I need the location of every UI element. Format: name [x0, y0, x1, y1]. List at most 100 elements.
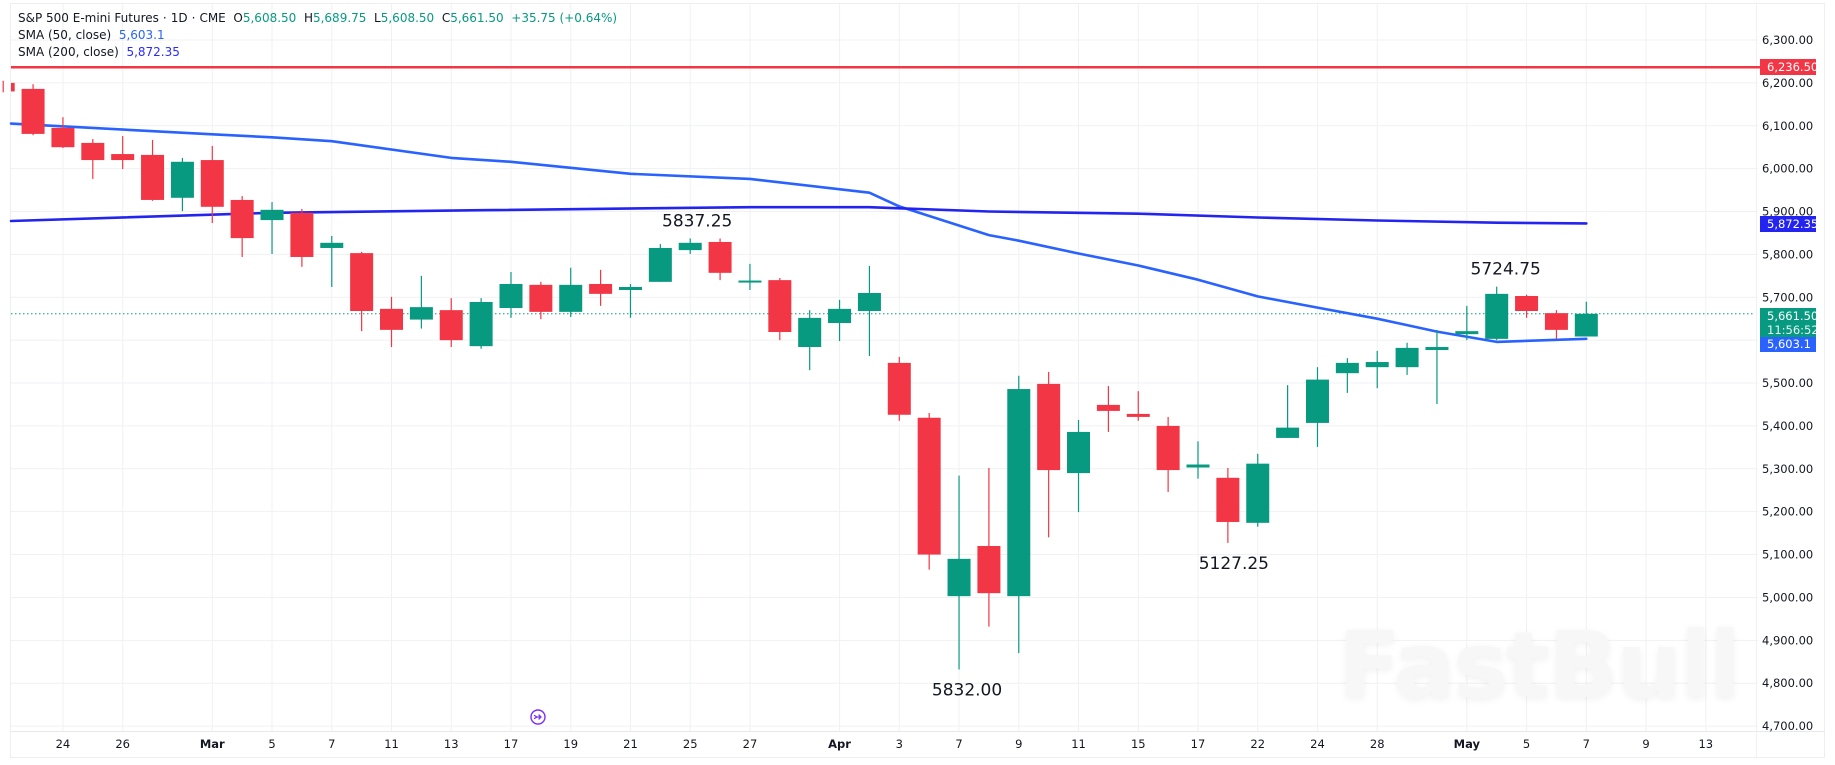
- last-price-badge: 5,661.50 11:56:52: [1760, 308, 1819, 337]
- candle: [350, 251, 374, 332]
- candle: [1276, 385, 1300, 438]
- time-tick-label: 3: [896, 737, 903, 751]
- candle-body: [917, 417, 941, 555]
- candle-body: [290, 212, 314, 257]
- time-axis[interactable]: 24 26 Mar 5 7 11 13 17 19 21 25 27 Apr 3 7 9 11 15 17 22 24 2…: [56, 737, 1713, 751]
- close-label: C: [441, 11, 451, 25]
- candle: [1126, 391, 1150, 421]
- candle: [1485, 286, 1509, 341]
- candle-body: [529, 284, 553, 312]
- price-tick-label: 5,100.00: [1762, 548, 1813, 562]
- time-tick-label: 19: [563, 737, 578, 751]
- candle-body: [1485, 293, 1509, 339]
- time-tick-label: 26: [115, 737, 130, 751]
- open-label: O: [233, 11, 243, 25]
- change-value: +35.75 (+0.64%): [511, 11, 618, 25]
- candle-body: [589, 283, 613, 294]
- interval[interactable]: 1D: [170, 11, 188, 25]
- candle: [141, 139, 165, 201]
- price-tick-label: 5,700.00: [1762, 290, 1813, 304]
- sma200-line: [9, 205, 1588, 225]
- candle-body: [1037, 383, 1061, 471]
- legend-sma200-row[interactable]: SMA (200, close) 5,872.35: [18, 44, 617, 61]
- candle-body: [977, 545, 1001, 594]
- legend-sma50-row[interactable]: SMA (50, close) 5,603.1: [18, 27, 617, 44]
- candle: [798, 310, 822, 371]
- candle: [1246, 453, 1270, 527]
- time-tick-label: 7: [328, 737, 335, 751]
- candle: [1096, 386, 1120, 432]
- candle: [1425, 329, 1449, 405]
- candle-body: [1246, 463, 1270, 523]
- candle: [947, 475, 971, 670]
- price-annotation: 5832.00: [932, 680, 1002, 700]
- candle-body: [230, 199, 254, 239]
- candle-body: [21, 88, 45, 134]
- price-annotation: 5127.25: [1199, 554, 1269, 574]
- time-tick-label: May: [1454, 737, 1481, 751]
- candle: [618, 283, 642, 318]
- candle: [589, 269, 613, 306]
- sma50-line: [9, 122, 1588, 344]
- candle-body: [1096, 404, 1120, 411]
- candle-body: [1455, 331, 1479, 335]
- candle-body: [409, 307, 433, 320]
- candle: [1544, 310, 1568, 339]
- price-tick-label: 6,000.00: [1762, 162, 1813, 176]
- candle-body: [1156, 425, 1180, 471]
- candle: [1007, 375, 1031, 654]
- candle: [828, 299, 852, 342]
- candle: [170, 157, 194, 212]
- price-tick-label: 5,500.00: [1762, 376, 1813, 390]
- price-axis[interactable]: 6,300.00 6,200.00 6,100.00 6,000.00 5,900.00…: [1762, 33, 1813, 733]
- candle: [499, 271, 523, 318]
- time-tick-label: 13: [1698, 737, 1713, 751]
- candle-body: [618, 286, 642, 290]
- go-to-realtime-icon[interactable]: [530, 709, 546, 725]
- candle-body: [11, 82, 15, 92]
- candle-body: [1544, 313, 1568, 330]
- time-tick-label: 11: [1071, 737, 1086, 751]
- time-tick-label: 5: [1523, 737, 1530, 751]
- time-tick-label: 13: [444, 737, 459, 751]
- candle: [917, 413, 941, 570]
- symbol-name[interactable]: S&P 500 E-mini Futures: [18, 11, 159, 25]
- candle-body: [828, 308, 852, 324]
- price-tick-label: 5,900.00: [1762, 205, 1813, 219]
- low-value: 5,608.50: [380, 11, 435, 25]
- time-tick-label: 17: [504, 737, 519, 751]
- time-tick-label: 27: [743, 737, 758, 751]
- candle-body: [1515, 295, 1539, 312]
- price-tick-label: 5,400.00: [1762, 419, 1813, 433]
- candle: [1455, 305, 1479, 341]
- time-tick-label: Mar: [200, 737, 225, 751]
- candle: [469, 298, 493, 349]
- candle: [439, 298, 463, 348]
- price-tick-label: 4,900.00: [1762, 633, 1813, 647]
- candle-body: [51, 127, 75, 148]
- candle-body: [887, 362, 911, 415]
- time-tick-label: 7: [1583, 737, 1590, 751]
- candle-body: [1395, 347, 1419, 368]
- high-value: 5,689.75: [312, 11, 367, 25]
- candle: [857, 265, 881, 357]
- candle: [1067, 419, 1091, 513]
- candle-body: [559, 284, 583, 312]
- sma200-price-badge: 5,872.35: [1760, 216, 1818, 232]
- bar-countdown: 11:56:52: [1767, 323, 1819, 337]
- low-label: L: [374, 11, 381, 25]
- candle: [738, 263, 762, 290]
- candle: [1515, 294, 1539, 318]
- candle-body: [81, 142, 105, 161]
- close-value: 5,661.50: [450, 11, 504, 25]
- candle: [1305, 367, 1329, 447]
- time-tick-label: 24: [1310, 737, 1325, 751]
- candle-body: [350, 253, 374, 312]
- horizontal-lines: [11, 65, 1760, 315]
- time-tick-label: 9: [1015, 737, 1022, 751]
- candle: [320, 235, 344, 287]
- sma-lines: [9, 122, 1588, 344]
- candle-body: [320, 242, 344, 248]
- watermark-logo: FastBull: [1338, 612, 1741, 719]
